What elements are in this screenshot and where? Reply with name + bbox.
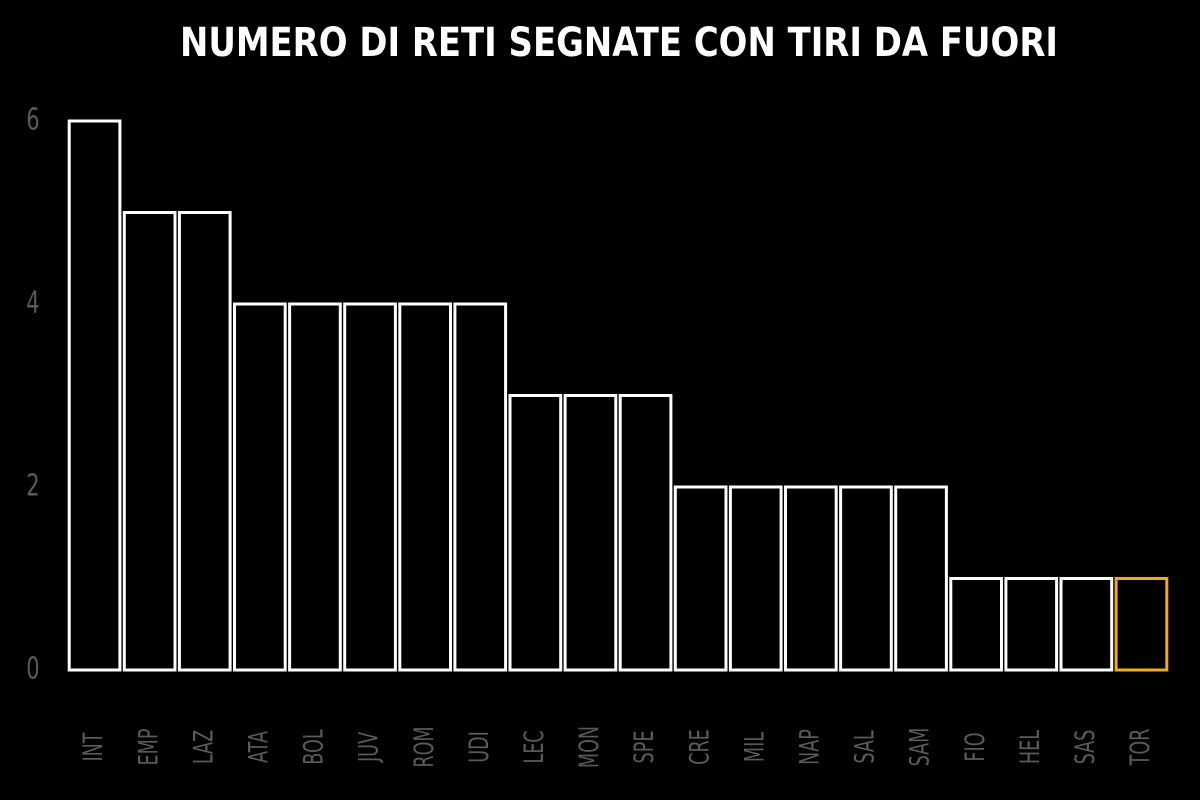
- bar: [894, 485, 948, 672]
- x-tick-label: NAP: [795, 729, 826, 765]
- bar: [563, 394, 618, 672]
- bar: [1059, 577, 1114, 672]
- x-tick-label: SAS: [1070, 730, 1101, 765]
- x-tick-label: HEL: [1015, 730, 1046, 765]
- bar: [288, 302, 342, 672]
- x-tick-label: BOL: [299, 729, 330, 765]
- x-tick-label: LAZ: [189, 730, 220, 764]
- bar: [508, 394, 563, 672]
- bar: [343, 302, 397, 672]
- bar: [67, 119, 122, 672]
- bar: [728, 485, 783, 672]
- y-tick-label: 4: [26, 286, 39, 321]
- x-tick-label: LEC: [519, 730, 550, 763]
- y-tick-label: 6: [26, 103, 39, 138]
- x-tick-label: MIL: [740, 732, 771, 763]
- x-tick-label: MON: [575, 726, 606, 768]
- bar: [122, 211, 177, 672]
- bar: [1114, 577, 1169, 672]
- bar: [673, 485, 728, 672]
- bar: [949, 577, 1003, 672]
- bar: [233, 302, 287, 672]
- x-tick-label: INT: [79, 732, 110, 761]
- x-tick-label: ROM: [409, 726, 440, 767]
- bar: [839, 485, 893, 672]
- bar: [398, 302, 452, 672]
- x-tick-label: SPE: [630, 731, 661, 764]
- x-tick-label: SAL: [850, 730, 881, 764]
- bar: [453, 302, 508, 672]
- bar: [1004, 577, 1059, 672]
- x-tick-label: ATA: [244, 730, 275, 763]
- bar: [618, 394, 673, 672]
- y-tick-label: 2: [26, 469, 39, 504]
- chart-title: NUMERO DI RETI SEGNATE CON TIRI DA FUORI: [180, 20, 1058, 66]
- x-tick-label: UDI: [464, 731, 495, 763]
- x-tick-label: FIO: [960, 732, 991, 761]
- x-tick-label: SAM: [905, 728, 936, 767]
- bar: [784, 485, 838, 672]
- y-tick-label: 0: [26, 652, 39, 687]
- x-tick-label: TOR: [1126, 729, 1157, 767]
- bar: [177, 211, 232, 672]
- x-tick-label: EMP: [134, 729, 165, 766]
- x-tick-label: JUV: [354, 731, 385, 763]
- x-tick-label: CRE: [685, 729, 716, 765]
